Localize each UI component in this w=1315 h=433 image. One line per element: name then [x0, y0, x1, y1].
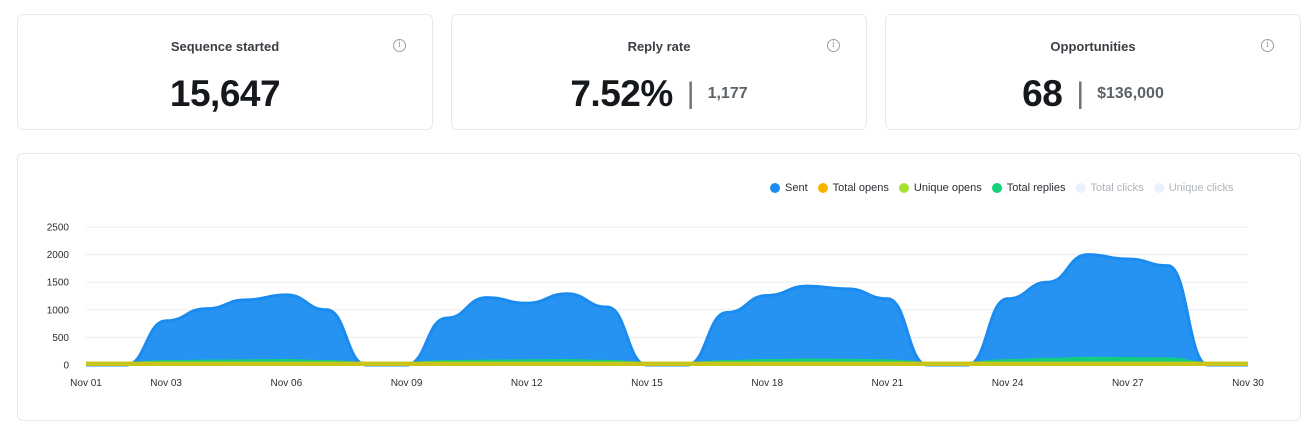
opportunities-amount-value: $136,000 — [1097, 85, 1164, 102]
legend-label-total-clicks: Total clicks — [1090, 182, 1144, 194]
x-tick-label: Nov 30 — [1232, 378, 1264, 389]
x-tick-label: Nov 18 — [751, 378, 783, 389]
x-tick-label: Nov 15 — [631, 378, 663, 389]
y-tick-label: 500 — [52, 333, 69, 344]
x-tick-label: Nov 09 — [391, 378, 423, 389]
legend-label-total-replies: Total replies — [1006, 182, 1066, 194]
y-tick-label: 1000 — [47, 305, 70, 316]
card-title: Opportunities — [1050, 39, 1136, 54]
legend-label-sent: Sent — [785, 182, 808, 194]
info-icon[interactable]: i — [393, 39, 406, 52]
legend-dot-unique-clicks — [1153, 183, 1164, 193]
legend-item-unique-opens[interactable]: Unique opens — [898, 182, 982, 194]
legend-item-total-replies[interactable]: Total replies — [991, 182, 1066, 194]
x-tick-label: Nov 03 — [150, 378, 182, 389]
legend-dot-unique-opens — [898, 183, 909, 193]
y-tick-label: 1500 — [47, 278, 70, 289]
x-tick-label: Nov 06 — [271, 378, 303, 389]
x-tick-label: Nov 21 — [872, 378, 904, 389]
metric-row: 7.52% | 1,177 — [452, 73, 866, 115]
y-tick-label: 0 — [63, 361, 69, 372]
legend-dot-sent — [770, 183, 780, 193]
sequence-started-value: 15,647 — [169, 73, 281, 114]
legend-dot-total-opens — [817, 183, 828, 193]
card-title: Sequence started — [170, 39, 280, 54]
info-icon[interactable]: i — [1261, 39, 1274, 52]
legend-label-unique-opens: Unique opens — [913, 182, 982, 194]
x-tick-label: Nov 27 — [1112, 378, 1144, 389]
sequence-started-card: Sequence started i 15,647 — [17, 14, 433, 130]
legend-label-total-opens: Total opens — [832, 182, 889, 194]
legend-item-unique-clicks[interactable]: Unique clicks — [1153, 182, 1234, 194]
chart-legend: Sent Total opens Unique opens Total repl… — [770, 181, 1244, 195]
x-tick-label: Nov 24 — [992, 378, 1024, 389]
legend-dot-total-clicks — [1075, 183, 1086, 193]
x-tick-label: Nov 12 — [511, 378, 543, 389]
opportunities-card: Opportunities i 68 | $136,000 — [885, 14, 1301, 130]
y-tick-label: 2500 — [47, 223, 70, 234]
legend-item-sent[interactable]: Sent — [770, 182, 808, 194]
card-title: Reply rate — [627, 39, 691, 54]
legend-label-unique-clicks: Unique clicks — [1168, 182, 1234, 194]
baseline-band — [86, 362, 1248, 366]
legend-item-total-opens[interactable]: Total opens — [817, 182, 889, 194]
metric-row: 15,647 — [18, 73, 432, 115]
legend-dot-total-replies — [991, 183, 1002, 193]
x-tick-label: Nov 01 — [70, 378, 102, 389]
legend-item-total-clicks[interactable]: Total clicks — [1075, 182, 1144, 194]
reply-rate-value: 7.52% — [570, 73, 673, 114]
reply-rate-card: Reply rate i 7.52% | 1,177 — [451, 14, 867, 130]
opportunities-value: 68 — [1022, 73, 1063, 114]
metric-separator: | — [1076, 77, 1085, 110]
metric-row: 68 | $136,000 — [886, 73, 1300, 115]
info-icon[interactable]: i — [827, 39, 840, 52]
metric-separator: | — [686, 77, 695, 110]
reply-count-value: 1,177 — [707, 85, 748, 102]
y-tick-label: 2000 — [47, 250, 70, 261]
